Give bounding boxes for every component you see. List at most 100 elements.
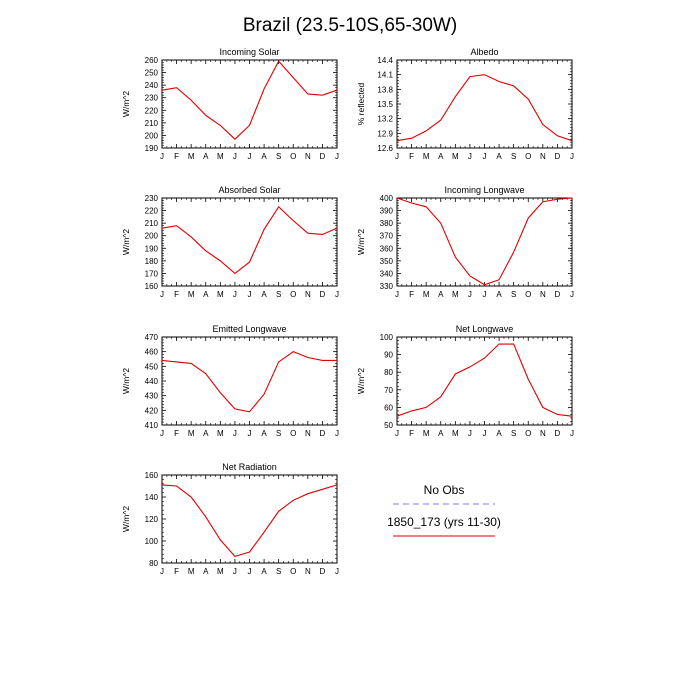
plot-frame [161,197,338,287]
y-axis-label: W/m^2 [121,368,131,394]
panel-title: Net Longwave [456,324,514,334]
plot-frame [396,336,573,426]
y-axis-label: W/m^2 [121,91,131,117]
x-tick-label: D [320,429,326,438]
y-tick-label: 230 [145,94,159,103]
x-tick-label: J [468,290,472,299]
x-tick-label: S [276,567,281,576]
series-line-0 [161,351,337,413]
x-tick-label: J [233,290,237,299]
panel-title: Absorbed Solar [218,185,280,195]
y-tick-label: 14.4 [377,56,393,65]
x-tick-label: O [525,152,531,161]
x-tick-label: M [217,429,224,438]
y-tick-label: 250 [145,69,159,78]
x-tick-label: J [233,152,237,161]
y-axis-label: W/m^2 [356,229,366,255]
y-tick-label: 460 [145,348,159,357]
x-tick-label: D [555,290,561,299]
x-tick-label: J [233,429,237,438]
x-tick-label: M [217,290,224,299]
series-line-0 [396,74,573,142]
x-tick-label: M [188,429,195,438]
y-tick-label: 80 [384,368,393,377]
x-tick-label: D [320,290,326,299]
x-tick-label: N [540,429,546,438]
panel-title: Albedo [470,47,498,57]
y-tick-label: 430 [145,392,159,401]
series-line-0 [161,205,338,275]
x-tick-label: S [276,290,281,299]
y-tick-label: 400 [380,194,394,203]
y-tick-label: 230 [145,194,159,203]
y-axis-label: W/m^2 [121,229,131,255]
x-tick-label: A [261,429,267,438]
y-tick-label: 240 [145,81,159,90]
x-tick-label: S [511,290,516,299]
x-tick-label: S [511,429,516,438]
y-tick-label: 220 [145,106,159,115]
x-tick-label: O [290,290,296,299]
x-tick-label: M [217,567,224,576]
y-tick-label: 50 [384,421,393,430]
x-tick-label: A [496,429,502,438]
y-tick-label: 120 [145,515,159,524]
series-line-0 [396,343,573,417]
y-tick-label: 160 [145,282,159,291]
x-tick-label: A [496,290,502,299]
x-tick-label: J [248,429,252,438]
x-tick-label: N [540,152,546,161]
x-tick-label: M [452,290,459,299]
y-tick-label: 140 [145,493,159,502]
x-tick-label: A [438,152,444,161]
x-tick-label: A [203,567,209,576]
y-tick-label: 200 [145,232,159,241]
x-tick-label: A [203,152,209,161]
y-tick-label: 360 [380,244,394,253]
x-tick-label: A [203,290,209,299]
x-tick-label: J [395,429,399,438]
x-tick-label: J [395,290,399,299]
plot-frame [396,59,573,149]
x-tick-label: A [203,429,209,438]
x-tick-label: M [188,567,195,576]
x-tick-label: J [468,429,472,438]
y-tick-label: 100 [145,537,159,546]
plot-frame [396,197,573,287]
panel-title: Incoming Longwave [444,185,524,195]
x-tick-label: N [305,290,311,299]
y-tick-label: 450 [145,362,159,371]
panel-title: Emitted Longwave [212,324,286,334]
x-tick-label: D [320,567,326,576]
series-line-0 [161,60,338,140]
x-tick-label: A [261,290,267,299]
x-tick-label: O [525,429,531,438]
x-tick-label: M [452,429,459,438]
x-tick-label: J [570,290,574,299]
y-tick-label: 420 [145,406,159,415]
y-tick-label: 350 [380,257,394,266]
y-tick-label: 260 [145,56,159,65]
x-tick-label: J [483,290,487,299]
x-tick-label: J [233,567,237,576]
plot-frame [161,59,338,149]
x-tick-label: D [320,152,326,161]
x-tick-label: S [511,152,516,161]
y-tick-label: 13.5 [377,100,393,109]
y-tick-label: 160 [145,471,159,480]
x-tick-label: J [248,567,252,576]
x-tick-label: J [483,429,487,438]
x-tick-label: J [570,152,574,161]
y-tick-label: 13.8 [377,85,393,94]
x-tick-label: M [188,290,195,299]
x-tick-label: S [276,429,281,438]
x-tick-label: M [452,152,459,161]
x-tick-label: J [468,152,472,161]
y-tick-label: 100 [380,333,394,342]
x-tick-label: D [555,152,561,161]
